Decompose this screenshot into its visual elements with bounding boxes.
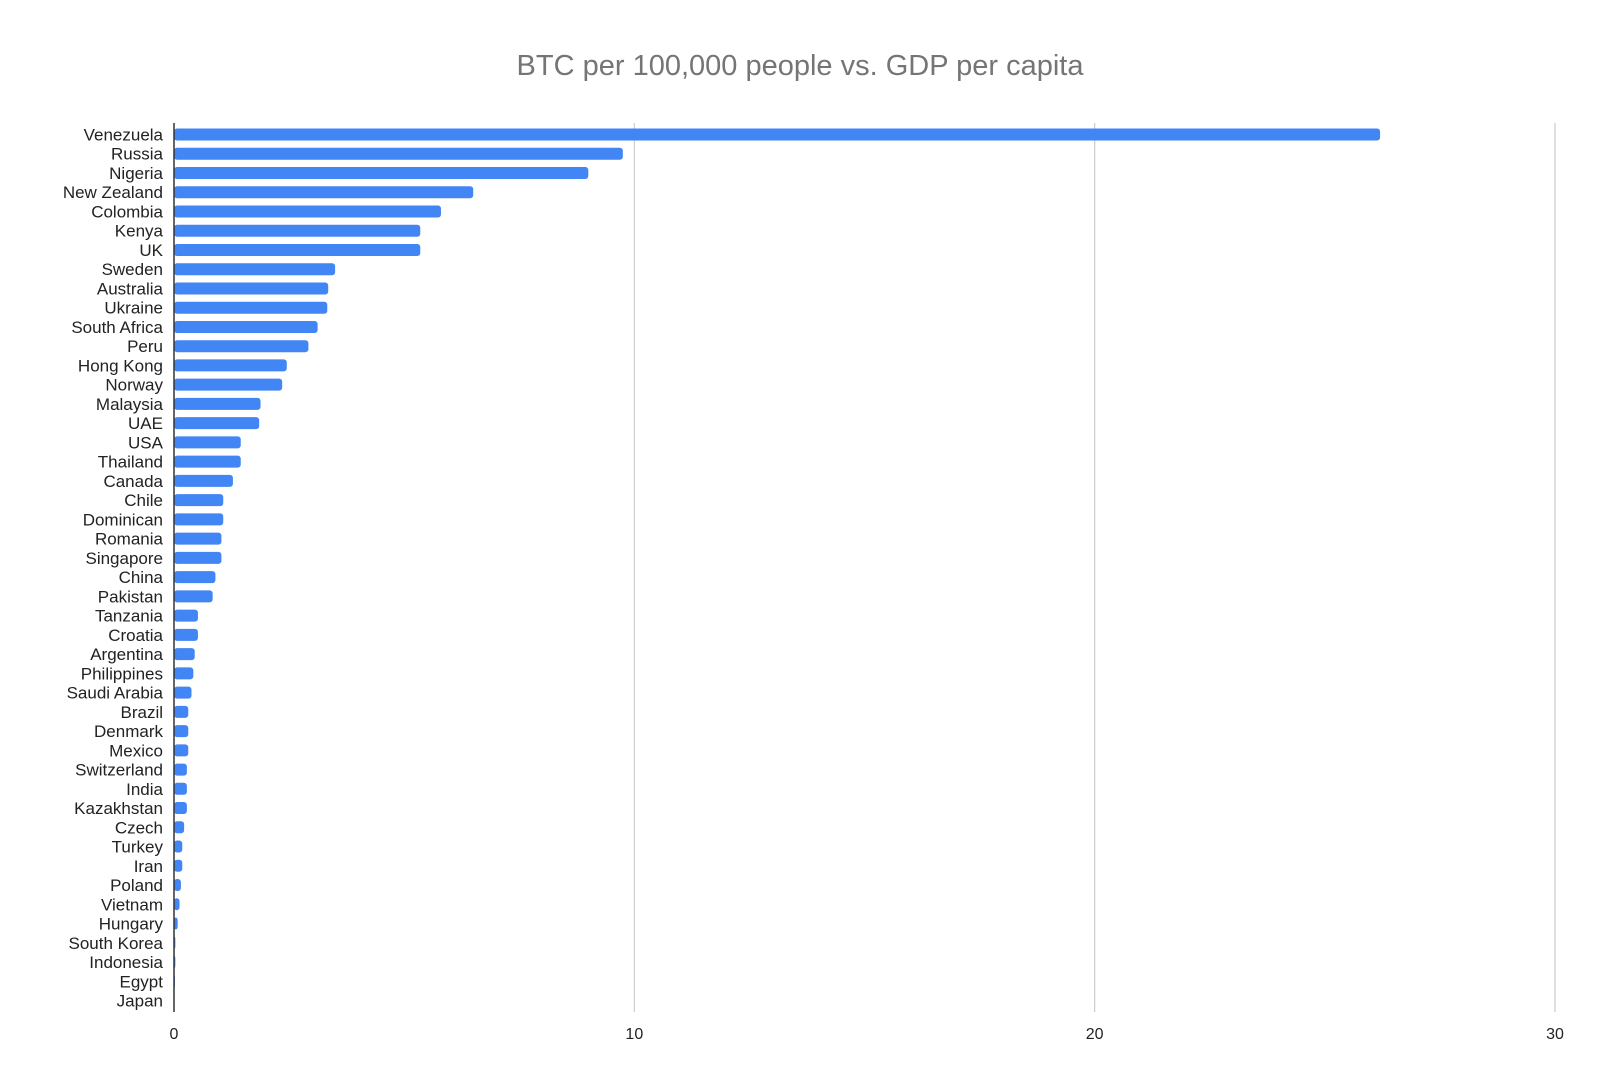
bar [174, 282, 329, 295]
category-label: China [119, 568, 164, 587]
category-label: Venezuela [84, 126, 164, 145]
category-label: Hungary [99, 915, 164, 934]
bar [174, 744, 189, 757]
bar [174, 340, 309, 353]
category-label: Hong Kong [78, 356, 163, 375]
category-label: Denmark [94, 722, 163, 741]
bar [174, 378, 283, 391]
category-label: Egypt [120, 972, 164, 991]
bar [174, 725, 189, 738]
category-label: Thailand [98, 453, 163, 472]
bar [174, 166, 589, 179]
category-label: Argentina [90, 645, 163, 664]
bar [174, 879, 181, 892]
category-label: UK [139, 241, 163, 260]
category-label: Kazakhstan [74, 799, 163, 818]
category-label: Poland [110, 876, 163, 895]
category-label: New Zealand [63, 183, 163, 202]
bar [174, 705, 189, 718]
category-label: South Korea [68, 934, 163, 953]
category-label: Norway [105, 376, 163, 395]
category-label: Vietnam [101, 895, 163, 914]
bar [174, 802, 187, 815]
bar [174, 840, 183, 853]
category-label: Singapore [85, 549, 163, 568]
bar [174, 590, 213, 603]
bar [174, 224, 421, 237]
bar [174, 320, 318, 333]
bar [174, 417, 260, 430]
bar [174, 263, 336, 276]
category-label: Tanzania [95, 607, 164, 626]
category-label: Canada [103, 472, 163, 491]
category-label: India [126, 780, 163, 799]
bar [174, 821, 185, 834]
bar [174, 667, 194, 680]
bar [174, 571, 216, 584]
chart-title: BTC per 100,000 people vs. GDP per capit… [516, 50, 1084, 82]
category-label: UAE [128, 414, 163, 433]
category-label: Dominican [83, 510, 163, 529]
category-label: Chile [124, 491, 163, 510]
bar [174, 782, 187, 795]
bar [174, 243, 421, 256]
x-tick-label: 10 [625, 1026, 643, 1043]
bar [174, 147, 623, 160]
bar [174, 648, 195, 661]
category-label: Colombia [91, 202, 163, 221]
category-label: Pakistan [98, 587, 163, 606]
category-label: Czech [115, 818, 163, 837]
x-tick-label: 30 [1546, 1026, 1564, 1043]
category-label: Malaysia [96, 395, 164, 414]
bar [174, 397, 261, 410]
category-label: Peru [127, 337, 163, 356]
bar [174, 917, 178, 930]
category-label: Russia [111, 145, 164, 164]
bar [174, 436, 241, 449]
category-label: Sweden [102, 260, 163, 279]
category-label: Nigeria [109, 164, 163, 183]
bar [174, 205, 441, 218]
category-label: Romania [95, 530, 164, 549]
x-tick-label: 0 [170, 1026, 179, 1043]
bar [174, 455, 241, 468]
category-label: Kenya [115, 222, 164, 241]
bar [174, 359, 287, 372]
x-axis-ticks: 0 10 20 30 [170, 1026, 1564, 1043]
category-label: Japan [117, 992, 163, 1011]
category-label: USA [128, 433, 164, 452]
category-label: Australia [97, 279, 164, 298]
gridlines [633, 123, 1556, 1012]
bar [174, 301, 328, 314]
category-label: Brazil [120, 703, 163, 722]
category-label: Ukraine [104, 299, 163, 318]
bar [174, 859, 183, 872]
category-label: Philippines [81, 664, 163, 683]
bar [174, 686, 192, 699]
category-label: Mexico [109, 741, 163, 760]
bar [174, 128, 1381, 141]
bars [174, 128, 1381, 988]
category-label: Iran [134, 857, 163, 876]
bar [174, 513, 224, 526]
category-label: Saudi Arabia [67, 684, 164, 703]
x-tick-label: 20 [1086, 1026, 1104, 1043]
bar [174, 609, 198, 622]
category-label: Switzerland [75, 761, 163, 780]
category-label: Indonesia [89, 953, 163, 972]
bar [174, 494, 224, 507]
bar [174, 474, 233, 487]
bar [174, 186, 474, 199]
category-label: South Africa [71, 318, 163, 337]
category-label: Croatia [108, 626, 163, 645]
category-label: Turkey [112, 838, 164, 857]
bar [174, 551, 222, 564]
bar [174, 532, 222, 545]
bar [174, 628, 198, 641]
bar [174, 763, 187, 776]
bar [174, 898, 180, 911]
